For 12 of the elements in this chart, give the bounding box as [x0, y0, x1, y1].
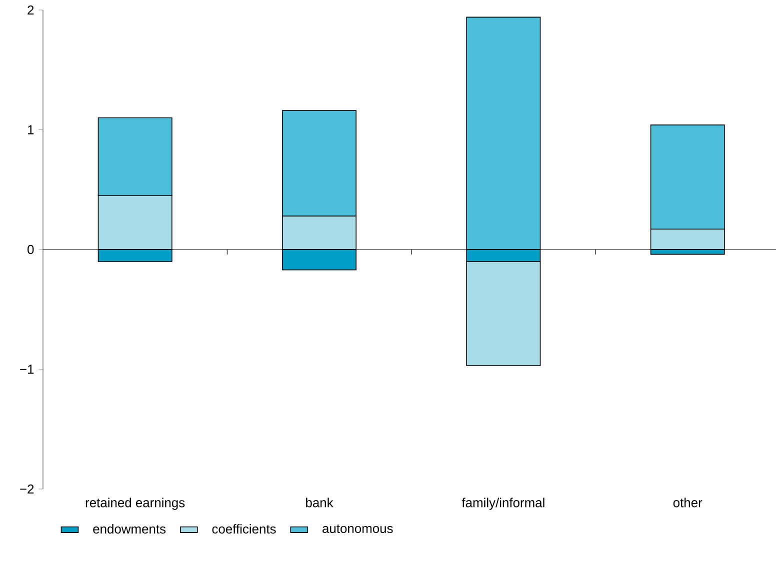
x-tick-label: bank — [306, 498, 334, 508]
x-tick-label: family/informal — [462, 498, 544, 510]
y-tick-label: 2 — [28, 5, 34, 15]
x-tick-label: retained earnings — [86, 498, 185, 510]
x-tick-label: other — [673, 498, 702, 508]
legend-label: endowments — [93, 524, 166, 534]
y-tick-label: 1 — [28, 125, 34, 134]
legend-label: autonomous — [322, 524, 393, 534]
legend-label: coefficients — [212, 524, 276, 534]
y-tick-label: −1 — [20, 364, 34, 374]
y-tick-label: 0 — [28, 244, 34, 254]
y-tick-label: −2 — [20, 484, 34, 494]
